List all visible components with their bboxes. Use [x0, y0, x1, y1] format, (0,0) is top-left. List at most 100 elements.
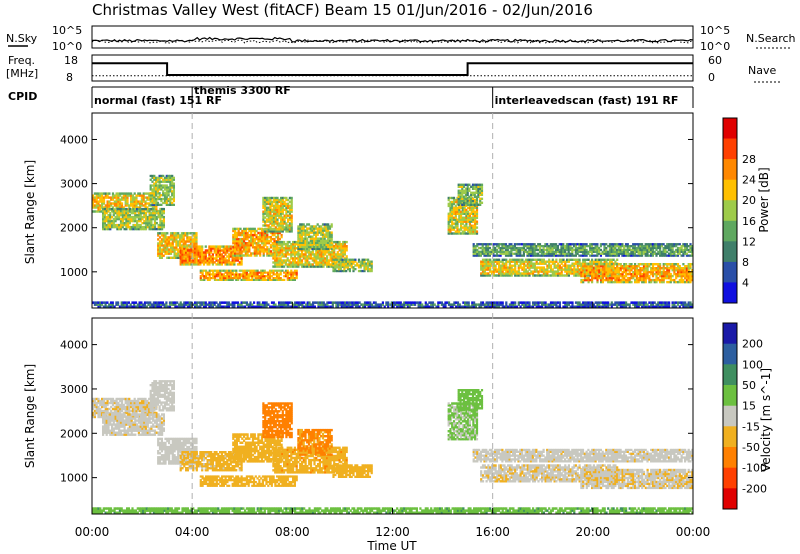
power-cell	[179, 255, 182, 258]
power-cell	[541, 268, 544, 271]
power-cell	[591, 258, 594, 261]
power-cell	[567, 245, 570, 248]
power-cell	[471, 191, 475, 194]
power-cell	[158, 236, 162, 239]
power-cell	[153, 227, 157, 231]
power-cell	[119, 221, 123, 225]
power-cell	[160, 254, 163, 257]
power-cell	[336, 260, 339, 263]
power-cell	[271, 216, 274, 219]
power-cell	[479, 201, 482, 204]
power-cell	[137, 213, 140, 217]
power-cell	[614, 280, 617, 284]
power-cell	[306, 239, 309, 242]
power-cell	[574, 272, 578, 275]
power-cell	[522, 254, 525, 257]
power-cell	[217, 275, 220, 278]
power-cell	[524, 264, 528, 267]
power-cell	[226, 277, 229, 280]
power-cell	[250, 235, 253, 239]
power-cell	[192, 249, 195, 252]
power-cell	[470, 212, 473, 215]
power-cell	[293, 253, 296, 256]
power-cell	[233, 277, 236, 280]
power-cell	[158, 188, 161, 191]
power-cell	[262, 242, 265, 245]
power-cell	[632, 272, 635, 276]
power-cell	[581, 243, 585, 246]
power-cell	[299, 247, 302, 251]
power-cell	[258, 275, 261, 278]
power-cell	[238, 263, 241, 266]
power-cell	[489, 260, 492, 263]
power-cell	[150, 219, 153, 223]
power-cell	[118, 223, 121, 227]
power-cell	[242, 275, 245, 278]
power-cell	[123, 207, 126, 211]
power-cell	[642, 280, 646, 284]
power-cell	[505, 262, 508, 265]
power-cell	[266, 248, 269, 251]
power-cell	[528, 245, 531, 248]
power-cell	[507, 268, 510, 271]
power-cell	[463, 195, 466, 198]
power-cell	[617, 245, 620, 248]
power-cell	[492, 254, 495, 257]
power-cell	[323, 243, 326, 247]
power-cell	[222, 259, 225, 262]
power-cell	[531, 252, 534, 255]
power-cell	[133, 200, 136, 203]
power-cell	[254, 275, 257, 278]
power-cell	[158, 180, 161, 183]
power-cell	[471, 203, 475, 206]
power-cell	[359, 266, 362, 269]
power-cell	[472, 212, 475, 215]
power-cell	[269, 235, 272, 239]
power-cell	[304, 241, 307, 244]
power-cell	[235, 244, 238, 247]
power-cell	[521, 262, 524, 265]
power-cell	[564, 268, 567, 271]
power-cell	[464, 191, 467, 194]
power-cell	[228, 269, 231, 272]
power-cell	[562, 248, 565, 252]
power-cell	[596, 252, 599, 255]
power-cell	[246, 242, 249, 245]
power-cell	[460, 206, 463, 210]
power-cell	[632, 265, 635, 268]
power-cell	[475, 232, 479, 235]
power-cell	[339, 268, 342, 271]
power-cell	[585, 269, 588, 272]
power-cell	[314, 247, 318, 251]
power-cell	[234, 235, 237, 239]
power-cell	[323, 229, 326, 232]
power-cell	[474, 252, 477, 255]
power-cell	[641, 276, 644, 280]
power-cell	[617, 272, 621, 276]
power-cell	[235, 259, 238, 262]
power-cell	[158, 186, 161, 189]
power-cell	[650, 245, 653, 248]
sky-right-tick-bottom: 10^0	[700, 40, 730, 53]
power-cell	[162, 194, 165, 197]
power-cell	[106, 196, 109, 199]
power-cell	[591, 263, 594, 266]
power-cell	[352, 268, 355, 271]
power-cell	[480, 268, 483, 271]
power-cell	[526, 274, 529, 277]
power-cell	[175, 234, 178, 237]
power-cell	[248, 248, 251, 251]
power-cell	[639, 278, 642, 282]
power-cell	[461, 185, 464, 188]
power-cell	[208, 278, 211, 281]
power-cell	[164, 238, 167, 241]
power-cell	[290, 224, 293, 227]
power-cell	[144, 213, 148, 217]
power-cell	[316, 247, 319, 251]
power-cell	[177, 232, 180, 235]
power-cell	[264, 202, 267, 206]
power-cell	[468, 208, 471, 212]
power-cell	[231, 263, 234, 266]
power-cell	[590, 246, 594, 250]
